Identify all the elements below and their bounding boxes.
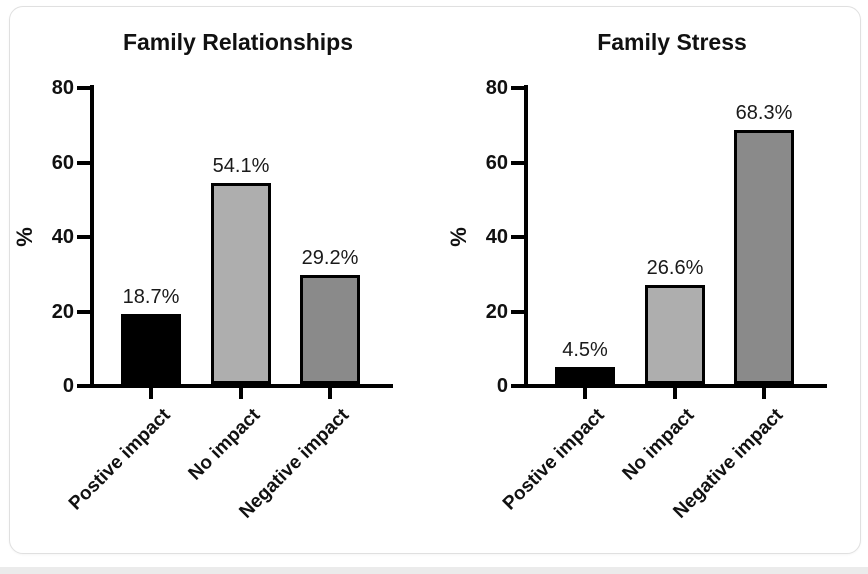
x-tick (762, 388, 766, 399)
chart-title: Family Relationships (122, 29, 354, 55)
y-tick-label: 0 (496, 375, 508, 397)
y-tick-label: 0 (62, 375, 74, 397)
x-tick (328, 388, 332, 399)
y-axis-line (524, 85, 528, 388)
y-tick (77, 161, 90, 165)
page-background-strip (0, 567, 868, 574)
y-tick (511, 161, 524, 165)
bar-postive-impact (555, 367, 615, 384)
x-tick (239, 388, 243, 399)
bar-no-impact (645, 285, 705, 384)
y-tick-label: 80 (485, 77, 508, 99)
y-tick-label: 40 (485, 226, 508, 248)
figure-card (9, 6, 861, 554)
bar-no-impact (211, 183, 271, 384)
bar-value-label: 68.3% (735, 102, 793, 124)
x-tick (673, 388, 677, 399)
y-tick (77, 384, 90, 388)
bar-value-label: 4.5% (562, 339, 608, 361)
y-tick-label: 20 (485, 301, 508, 323)
bar-value-label: 18.7% (122, 286, 180, 308)
chart-title: Family Stress (597, 29, 747, 55)
y-tick (511, 86, 524, 90)
y-tick-label: 60 (51, 152, 74, 174)
bar-negative-impact (734, 130, 794, 384)
bar-negative-impact (300, 275, 360, 384)
y-tick-label: 80 (51, 77, 74, 99)
x-axis-line (88, 384, 393, 388)
x-tick (583, 388, 587, 399)
y-tick (511, 235, 524, 239)
y-tick-label: 40 (51, 226, 74, 248)
y-tick-label: 60 (485, 152, 508, 174)
chart-family-relationships: Family Relationships % 0 20 40 60 80 18.7% Pos… (12, 29, 393, 523)
bar-postive-impact (121, 314, 181, 384)
x-tick (149, 388, 153, 399)
y-tick (511, 384, 524, 388)
y-tick (77, 310, 90, 314)
y-tick (77, 86, 90, 90)
x-category-label: No impact (184, 404, 265, 485)
x-axis-line (522, 384, 827, 388)
y-axis-line (90, 85, 94, 388)
bar-value-label: 29.2% (301, 247, 359, 269)
y-tick-label: 20 (51, 301, 74, 323)
bar-value-label: 54.1% (212, 155, 270, 177)
y-tick (511, 310, 524, 314)
x-category-label: No impact (618, 404, 699, 485)
x-category-label: Postive impact (498, 404, 609, 515)
x-category-label: Postive impact (64, 404, 175, 515)
chart-family-stress: Family Stress % 0 20 40 60 80 4.5% Postive imp… (434, 0, 868, 574)
y-tick (77, 235, 90, 239)
bar-value-label: 26.6% (646, 257, 704, 279)
